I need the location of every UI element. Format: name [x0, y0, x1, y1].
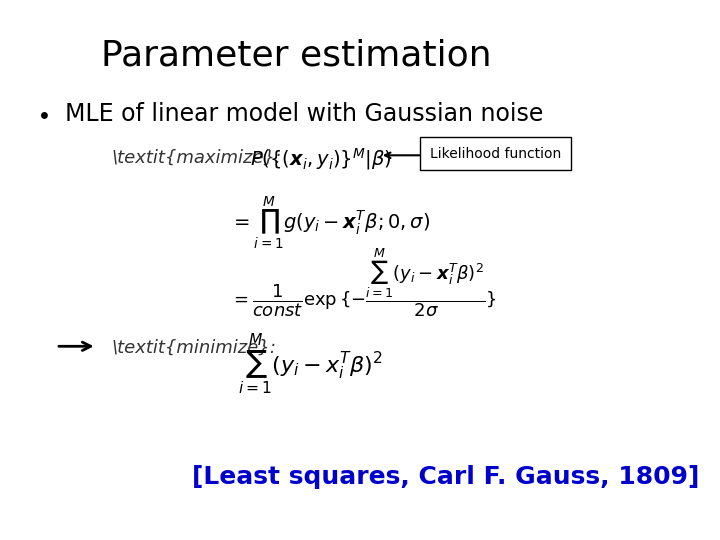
Text: \textit{maximize}:: \textit{maximize}:	[111, 149, 282, 167]
Text: $P(\{(\boldsymbol{x}_i, y_i)\}^M|\beta)$: $P(\{(\boldsymbol{x}_i, y_i)\}^M|\beta)$	[250, 146, 392, 172]
Text: $\bullet$: $\bullet$	[36, 102, 49, 126]
Text: Parameter estimation: Parameter estimation	[101, 38, 491, 72]
Text: [Least squares, Carl F. Gauss, 1809]: [Least squares, Carl F. Gauss, 1809]	[192, 464, 699, 489]
Text: $= \prod_{i=1}^{M} g(y_i - \boldsymbol{x}_i^T\beta; 0, \sigma)$: $= \prod_{i=1}^{M} g(y_i - \boldsymbol{x…	[230, 194, 430, 251]
Text: \textit{minimize}:: \textit{minimize}:	[111, 339, 276, 356]
Text: Likelihood function: Likelihood function	[430, 147, 561, 161]
FancyBboxPatch shape	[420, 137, 571, 170]
Text: MLE of linear model with Gaussian noise: MLE of linear model with Gaussian noise	[65, 102, 543, 126]
Text: $\sum_{i=1}^{M} (y_i - x_i^T\beta)^2$: $\sum_{i=1}^{M} (y_i - x_i^T\beta)^2$	[238, 333, 383, 397]
Text: $= \dfrac{1}{const} \exp\{-\dfrac{\sum_{i=1}^{M}(y_i - \boldsymbol{x}_i^T\beta)^: $= \dfrac{1}{const} \exp\{-\dfrac{\sum_{…	[230, 246, 497, 319]
